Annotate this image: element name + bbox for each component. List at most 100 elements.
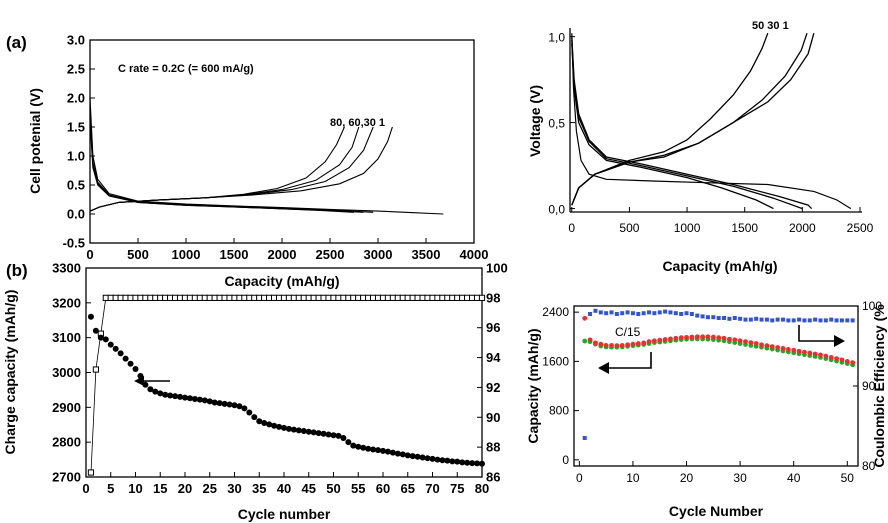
efficiency-point xyxy=(112,294,119,301)
charge-point xyxy=(769,344,775,350)
efficiency-point xyxy=(355,294,362,301)
efficiency-point xyxy=(340,294,347,301)
efficiency-point xyxy=(280,294,288,301)
efficiency-point xyxy=(414,294,421,301)
efficiency-point xyxy=(473,294,481,301)
efficiency-point xyxy=(266,294,273,301)
charge-point xyxy=(646,339,652,345)
charge-point xyxy=(775,345,781,350)
y2-tick-label: 100 xyxy=(862,299,882,313)
y-tick-label: 2400 xyxy=(542,305,569,319)
efficiency-point xyxy=(588,312,593,316)
capacity-point xyxy=(350,442,357,449)
x-tick-label: 0 xyxy=(568,221,575,235)
capacity-point xyxy=(474,460,481,467)
charge-point xyxy=(721,335,727,341)
x-tick-label: 3000 xyxy=(364,247,393,262)
capacity-point xyxy=(172,393,179,400)
efficiency-point xyxy=(434,294,441,301)
efficiency-point xyxy=(196,294,203,301)
efficiency-point xyxy=(459,294,466,301)
y2-tick-label: 100 xyxy=(486,261,508,276)
efficiency-point xyxy=(404,294,411,301)
efficiency-point xyxy=(102,294,109,301)
capacity-point xyxy=(266,421,273,428)
efficiency-point xyxy=(186,294,194,301)
efficiency-point xyxy=(236,294,243,301)
capacity-point xyxy=(196,396,203,403)
efficiency-point xyxy=(350,294,357,301)
capacity-point xyxy=(226,401,233,408)
capacity-point xyxy=(365,445,372,452)
y-tick-label: -0.5 xyxy=(63,236,85,251)
discharge-curve-cycle-50 xyxy=(571,43,774,210)
capacity-point xyxy=(276,423,283,430)
charge-point xyxy=(609,342,614,348)
x-tick-label: 55 xyxy=(351,481,365,496)
charge-point xyxy=(598,341,604,347)
efficiency-point xyxy=(839,318,844,323)
charge-point xyxy=(684,334,689,340)
efficiency-point xyxy=(429,294,436,301)
x-tick-label: 10 xyxy=(128,481,142,496)
y2-tick-label: 80 xyxy=(862,459,876,473)
x-tick-label: 40 xyxy=(277,481,291,496)
capacity-point xyxy=(305,428,312,435)
charge-point xyxy=(823,353,829,359)
efficiency-point xyxy=(394,294,401,301)
efficiency-point xyxy=(807,318,812,323)
x-axis-label: Cycle Number xyxy=(669,503,764,519)
efficiency-point xyxy=(454,294,461,301)
x-axis-label: Cycle number xyxy=(238,506,331,522)
efficiency-point xyxy=(335,294,342,301)
charge-point xyxy=(732,337,738,343)
chart-a-right: 50 30 1 Capacity (mAh/g) Voltage (V) 0 50… xyxy=(527,20,874,274)
efficiency-point xyxy=(345,294,352,301)
efficiency-point xyxy=(211,294,218,301)
efficiency-point xyxy=(722,316,727,320)
cycle-labels: 50 30 1 xyxy=(752,20,789,32)
capacity-point xyxy=(380,447,386,454)
capacity-point xyxy=(434,456,441,463)
capacity-point xyxy=(419,454,426,461)
efficiency-point xyxy=(620,311,625,316)
efficiency-point xyxy=(305,294,312,301)
capacity-point xyxy=(320,430,327,437)
x-tick-label: 15 xyxy=(153,481,167,496)
charge-point xyxy=(850,360,856,366)
capacity-point xyxy=(261,420,268,427)
efficiency-point xyxy=(365,294,372,301)
x-tick-label: 75 xyxy=(450,481,464,496)
discharge-curve-cycle-30 xyxy=(89,109,374,213)
charge-point xyxy=(802,349,807,355)
charge-point xyxy=(619,342,625,348)
x-tick-label: 0 xyxy=(576,471,583,485)
efficiency-point xyxy=(657,310,662,315)
charge-curve-cycle-80 xyxy=(89,126,345,212)
y2-tick-label: 96 xyxy=(486,320,500,335)
y-axis-label: Voltage (V) xyxy=(527,85,543,157)
efficiency-point xyxy=(370,294,377,301)
y-tick-label: 2900 xyxy=(52,400,81,415)
capacity-point xyxy=(142,381,149,388)
charge-point xyxy=(668,336,673,342)
capacity-point xyxy=(231,402,238,409)
y-tick-label: 3200 xyxy=(52,295,81,310)
capacity-point xyxy=(345,439,352,446)
capacity-point xyxy=(236,403,243,410)
efficiency-point xyxy=(630,311,635,316)
x-tick-label: 45 xyxy=(302,481,316,496)
efficiency-point xyxy=(251,294,258,301)
efficiency-point xyxy=(92,366,100,373)
cycle-labels: 80, 60,30 1 xyxy=(330,117,385,129)
efficiency-point xyxy=(829,317,834,322)
panel-label-a: (a) xyxy=(6,33,27,52)
efficiency-point xyxy=(216,294,223,301)
first-discharge-curve xyxy=(571,33,852,210)
capacity-point xyxy=(137,372,144,379)
x-tick-label: 30 xyxy=(227,481,241,496)
y-tick-label: 3.0 xyxy=(67,33,85,48)
efficiency-point xyxy=(221,294,228,301)
efficiency-point xyxy=(191,294,199,301)
